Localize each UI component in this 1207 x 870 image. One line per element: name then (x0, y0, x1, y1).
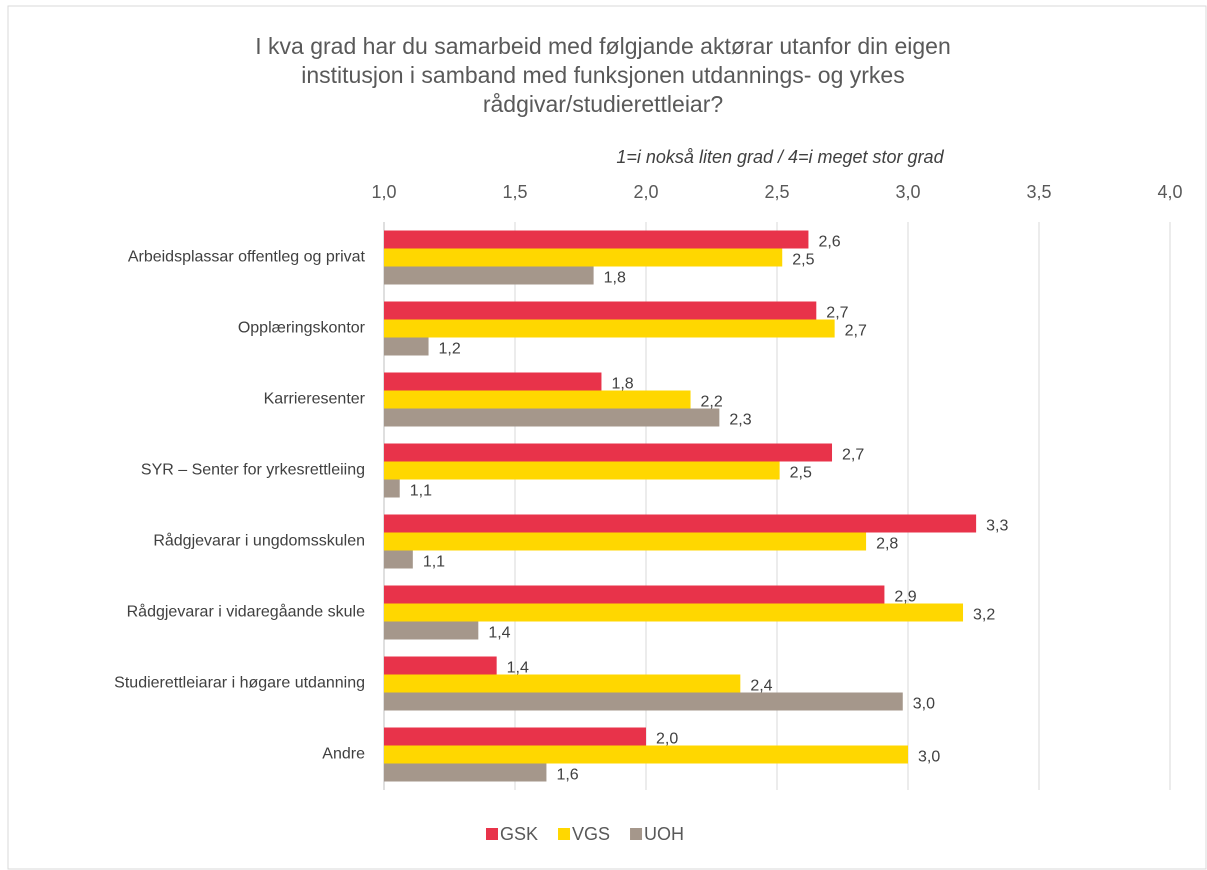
bar (384, 532, 867, 551)
x-tick-label: 1,5 (502, 182, 527, 202)
data-label: 1,4 (507, 660, 529, 677)
y-tick-label: Rådgjevarar i ungdomsskulen (153, 532, 365, 550)
bar (384, 390, 691, 409)
bar (384, 479, 400, 498)
bar (384, 230, 809, 249)
bar (384, 692, 903, 711)
data-label: 2,5 (790, 465, 812, 482)
y-tick-label: Studierettleiarar i høgare utdanning (114, 675, 365, 692)
data-label: 2,8 (876, 536, 898, 553)
y-tick-label: Karrieresenter (264, 391, 366, 408)
legend-label: VGS (572, 824, 610, 844)
bar (384, 674, 741, 693)
data-label: 1,1 (410, 483, 432, 500)
data-label: 2,5 (792, 252, 814, 269)
data-label: 1,4 (488, 625, 510, 642)
x-tick-label: 4,0 (1157, 182, 1182, 202)
x-tick-label: 1,0 (371, 182, 396, 202)
data-label: 2,3 (729, 412, 751, 429)
x-tick-label: 3,0 (895, 182, 920, 202)
data-label: 3,2 (973, 607, 995, 624)
bar (384, 603, 964, 622)
chart-title: institusjon i samband med funksjonen utd… (301, 62, 904, 88)
bar (384, 301, 817, 320)
chart-title: rådgivar/studierettleiar? (483, 91, 723, 117)
data-label: 1,8 (611, 376, 633, 393)
legend-label: UOH (644, 824, 684, 844)
legend-swatch (486, 828, 498, 840)
bar (384, 266, 594, 285)
chart-frame (7, 5, 1207, 870)
data-label: 3,0 (913, 696, 935, 713)
bar (384, 727, 646, 746)
y-tick-label: Arbeidsplassar offentleg og privat (128, 249, 366, 266)
data-label: 2,7 (845, 323, 867, 340)
data-label: 2,6 (818, 234, 840, 251)
chart-subtitle: 1=i nokså liten grad / 4=i meget stor gr… (616, 147, 944, 167)
bar (384, 745, 908, 764)
data-label: 1,6 (556, 767, 578, 784)
data-label: 1,8 (604, 270, 626, 287)
data-label: 1,1 (423, 554, 445, 571)
data-label: 2,7 (826, 305, 848, 322)
y-tick-label: Opplæringskontor (238, 320, 366, 337)
y-tick-label: SYR – Senter for yrkesrettleiing (141, 462, 365, 479)
bar (384, 585, 885, 604)
bar (384, 656, 497, 675)
chart-title: I kva grad har du samarbeid med følgjand… (255, 33, 951, 59)
bar (384, 337, 429, 356)
bar (384, 319, 835, 338)
y-tick-label: Rådgjevarar i vidaregåande skule (127, 603, 365, 621)
bar (384, 621, 479, 640)
data-label: 2,9 (894, 589, 916, 606)
bar (384, 514, 977, 533)
bar (384, 248, 783, 267)
x-tick-label: 2,0 (633, 182, 658, 202)
data-label: 2,2 (701, 394, 723, 411)
data-label: 2,7 (842, 447, 864, 464)
bar (384, 763, 547, 782)
bar (384, 408, 720, 427)
bar (384, 461, 780, 480)
data-label: 2,0 (656, 731, 678, 748)
data-label: 2,4 (750, 678, 772, 695)
legend-label: GSK (500, 824, 538, 844)
y-tick-label: Andre (322, 746, 365, 763)
data-label: 1,2 (439, 341, 461, 358)
data-label: 3,3 (986, 518, 1008, 535)
bar (384, 443, 833, 462)
bar (384, 372, 602, 391)
x-tick-label: 2,5 (764, 182, 789, 202)
bar (384, 550, 413, 569)
data-label: 3,0 (918, 749, 940, 766)
legend-swatch (558, 828, 571, 840)
legend-swatch (630, 828, 643, 840)
x-tick-label: 3,5 (1026, 182, 1051, 202)
